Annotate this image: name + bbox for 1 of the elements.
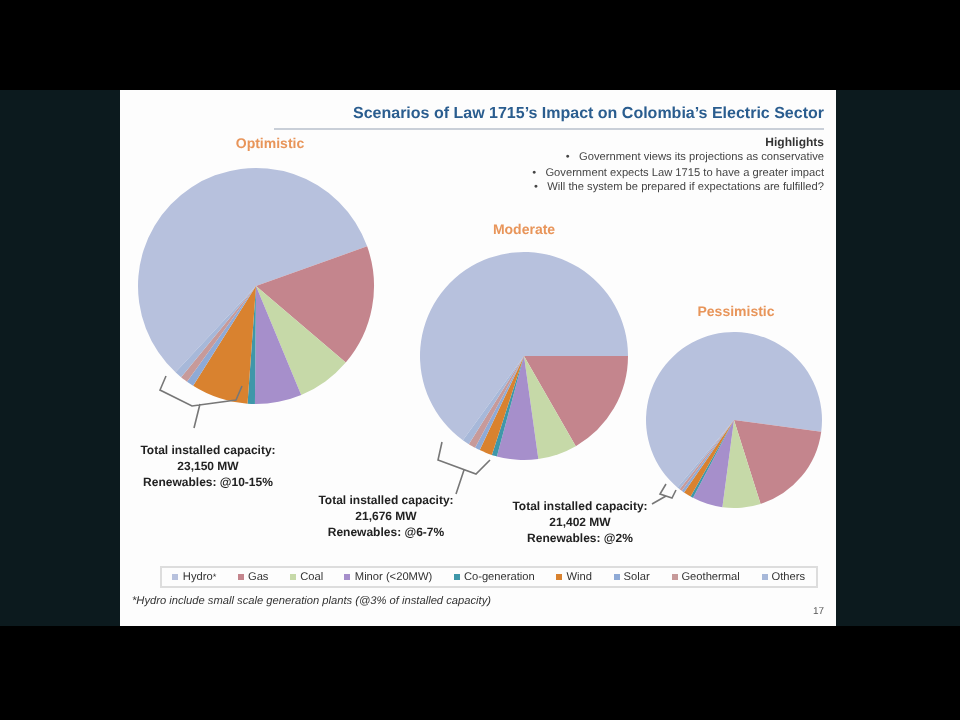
text: Scenarios of Law 1715’s Impact on Colombia’s Electric Sector — [273, 104, 824, 130]
